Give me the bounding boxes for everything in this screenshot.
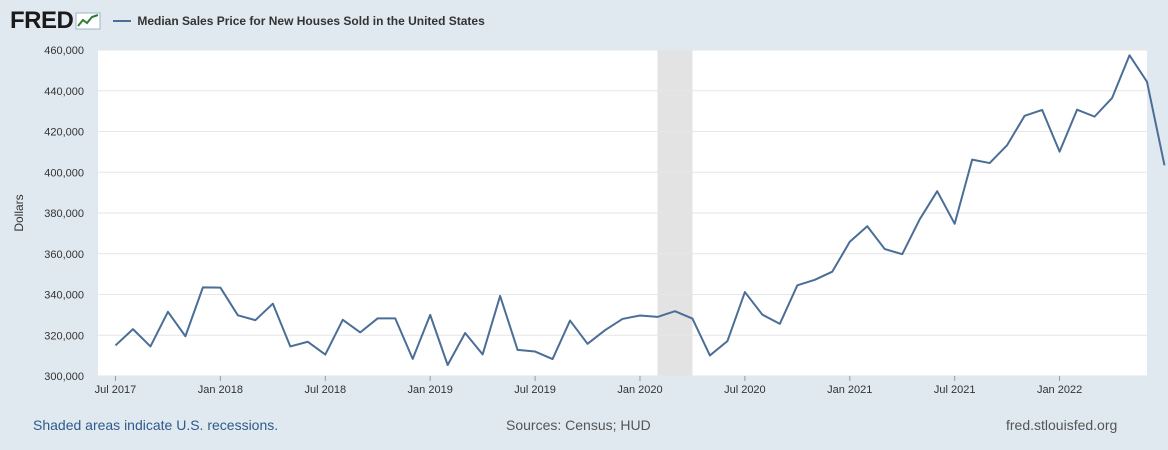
y-tick-label: 320,000 [44, 330, 84, 342]
x-tick-label: Jan 2018 [198, 384, 243, 396]
x-tick-label: Jan 2020 [617, 384, 662, 396]
y-tick-label: 440,000 [44, 86, 84, 98]
x-tick-label: Jul 2019 [514, 384, 556, 396]
header: FRED Median Sales Price for New Houses S… [10, 6, 485, 36]
y-axis-label: Dollars [12, 194, 26, 231]
y-tick-label: 380,000 [44, 208, 84, 220]
x-tick-label: Jan 2019 [408, 384, 453, 396]
x-tick-label: Jul 2018 [304, 384, 346, 396]
legend-swatch [113, 20, 132, 22]
sources-text: Sources: Census; HUD [506, 417, 651, 433]
fred-graph-icon [75, 12, 101, 30]
recession-note: Shaded areas indicate U.S. recessions. [33, 417, 279, 433]
line-chart: 300,000 320,000 340,000 360,000 380,000 400,0… [12, 45, 1166, 396]
fred-logo[interactable]: FRED [10, 7, 74, 34]
x-tick-label: Jul 2021 [934, 384, 976, 396]
series-line [114, 54, 1166, 366]
series-title: Median Sales Price for New Houses Sold i… [137, 14, 485, 28]
y-tick-label: 300,000 [44, 371, 84, 383]
y-tick-label: 420,000 [44, 127, 84, 139]
x-tick-label: Jan 2022 [1037, 384, 1082, 396]
y-tick-label: 400,000 [44, 167, 84, 179]
y-tick-label: 360,000 [44, 249, 84, 261]
y-tick-label: 340,000 [44, 290, 84, 302]
legend: Median Sales Price for New Houses Sold i… [113, 14, 485, 28]
y-tick-label: 460,000 [44, 45, 84, 57]
x-tick-label: Jan 2021 [827, 384, 872, 396]
site-link[interactable]: fred.stlouisfed.org [1006, 417, 1118, 433]
x-tick-label: Jul 2017 [95, 384, 137, 396]
x-tick-label: Jul 2020 [724, 384, 766, 396]
